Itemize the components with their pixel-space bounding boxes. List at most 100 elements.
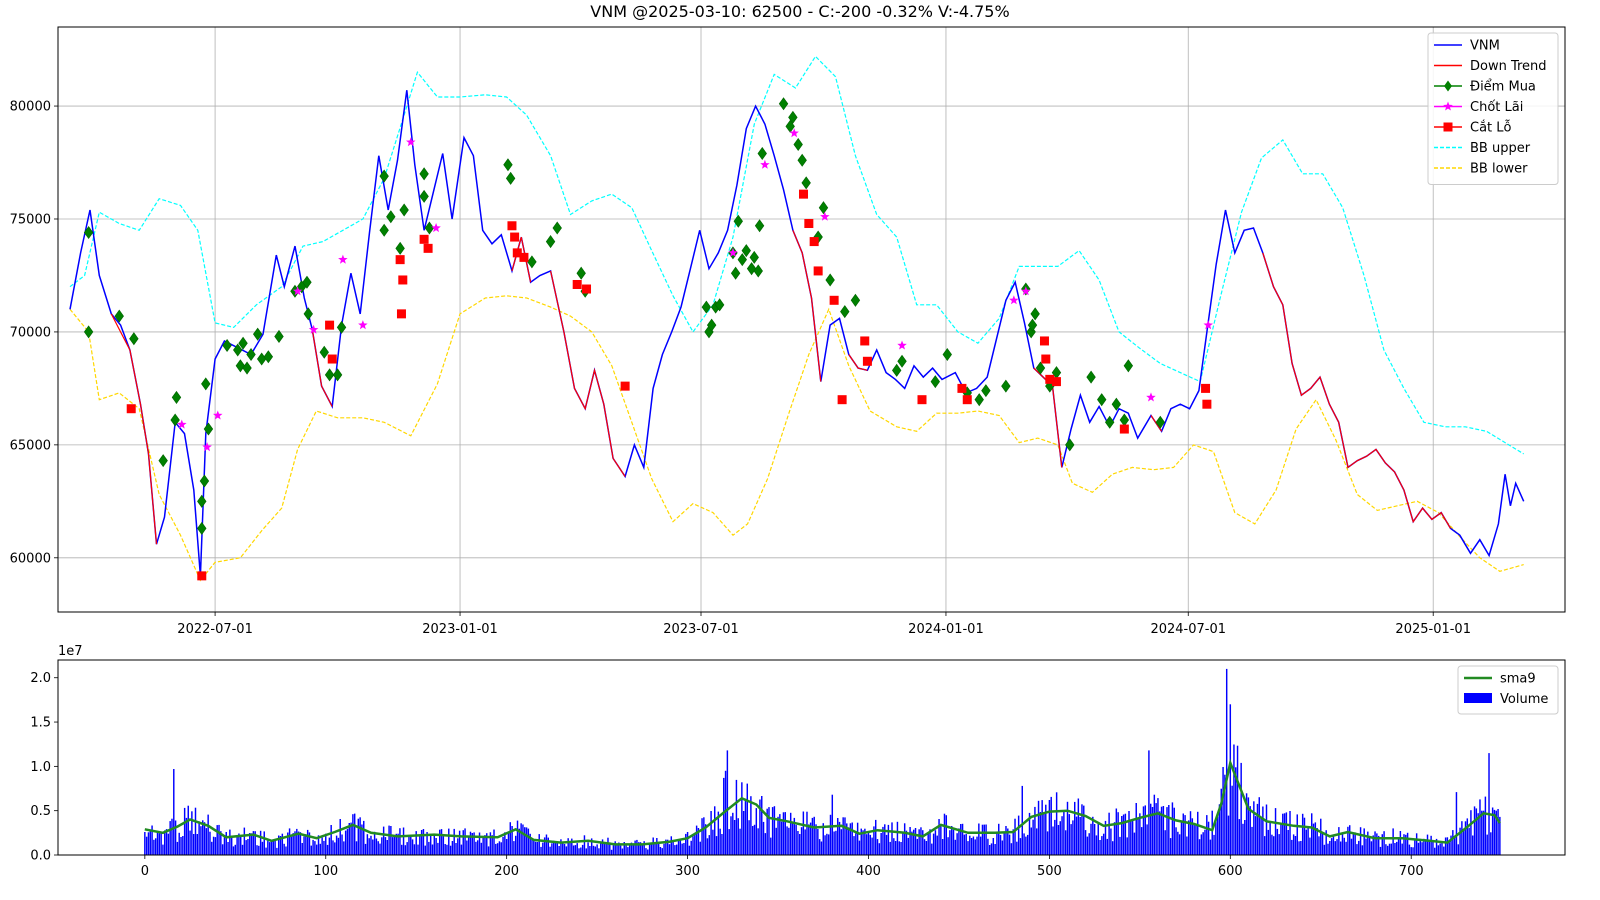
volume-bar	[1166, 807, 1168, 855]
volume-bar	[732, 812, 734, 855]
volume-bar	[920, 827, 922, 855]
volume-bar	[643, 841, 645, 855]
volume-bar	[1336, 839, 1338, 855]
volume-bar	[547, 837, 549, 855]
volume-bar	[1493, 809, 1496, 855]
take-profit-marker	[177, 419, 187, 429]
volume-bar	[1034, 806, 1036, 855]
volume-bar	[301, 843, 303, 855]
volume-bar	[534, 841, 537, 855]
volume-bar	[1276, 828, 1279, 855]
volume-bar	[728, 829, 730, 855]
volume-bar	[721, 834, 723, 855]
volume-bar	[723, 777, 725, 855]
volume-bar	[1131, 820, 1134, 855]
plot-area	[58, 27, 1565, 612]
volume-bar	[1358, 840, 1360, 855]
buy-marker	[818, 201, 829, 215]
volume-bar	[1130, 819, 1132, 855]
volume-bar	[855, 833, 857, 855]
volume-bar	[1025, 836, 1027, 855]
volume-bar	[429, 834, 432, 855]
volume-bar	[757, 828, 759, 855]
volume-bar	[1339, 841, 1342, 855]
volume-bar	[261, 841, 264, 855]
volume-bar	[353, 813, 356, 855]
volume-bar	[495, 843, 497, 855]
volume-bar	[808, 824, 810, 855]
volume-bar	[294, 831, 296, 855]
volume-bar	[536, 842, 539, 855]
volume-bar	[950, 826, 953, 855]
volume-bar	[1435, 838, 1438, 855]
volume-bar	[250, 833, 253, 855]
volume-bar	[1347, 826, 1349, 855]
volume-bar	[1007, 828, 1009, 855]
volume-bar	[1171, 802, 1174, 855]
volume-bar	[956, 833, 958, 855]
volume-x-tick-label: 300	[675, 864, 700, 879]
volume-bar	[1077, 798, 1080, 855]
volume-bar	[800, 827, 803, 855]
volume-bar	[864, 828, 866, 855]
volume-bar	[558, 846, 560, 855]
volume-bar	[207, 814, 209, 855]
stop-loss-marker	[572, 279, 582, 289]
volume-bar	[581, 844, 584, 855]
volume-bar	[164, 830, 166, 855]
buy-marker	[1105, 415, 1115, 429]
volume-bar	[1446, 837, 1449, 855]
volume-bar	[525, 827, 528, 855]
volume-bar	[473, 832, 475, 855]
volume-bar	[326, 844, 329, 855]
volume-bar	[462, 830, 464, 855]
take-profit-marker	[897, 340, 907, 350]
volume-bar	[952, 829, 955, 855]
buy-marker	[263, 350, 274, 364]
volume-bar	[739, 828, 741, 855]
volume-bar	[1256, 803, 1259, 855]
buy-marker	[1065, 438, 1075, 452]
volume-bar	[277, 835, 280, 855]
volume-bar	[670, 836, 673, 855]
volume-bar	[833, 831, 835, 855]
volume-bar	[180, 837, 182, 855]
volume-bar	[1224, 774, 1226, 855]
volume-bar	[1169, 838, 1172, 855]
volume-bar	[862, 830, 864, 855]
volume-bar	[826, 833, 828, 855]
buy-marker	[897, 354, 907, 368]
buy-marker	[253, 327, 263, 341]
down-trend-line	[110, 313, 158, 545]
volume-bar	[934, 830, 937, 855]
volume-bar	[339, 819, 341, 855]
volume-bar	[545, 834, 548, 855]
volume-bar	[1417, 842, 1420, 855]
volume-bar	[1455, 792, 1458, 855]
volume-bar	[967, 841, 969, 855]
volume-bar	[1101, 836, 1103, 855]
volume-bar	[153, 839, 155, 855]
volume-bar	[413, 844, 416, 855]
volume-bar	[527, 828, 530, 855]
volume-bar	[1332, 836, 1335, 855]
volume-bar	[218, 824, 220, 855]
volume-bar	[992, 838, 995, 855]
buy-marker	[778, 97, 789, 111]
volume-bar	[1283, 813, 1286, 855]
volume-y-tick-label: 0.0	[30, 849, 51, 864]
volume-bar	[1092, 816, 1094, 855]
volume-bar	[225, 832, 227, 855]
down-trend-line	[792, 230, 822, 382]
legend-label: Điểm Mua	[1470, 80, 1536, 95]
volume-bar	[647, 849, 649, 855]
volume-bar	[419, 835, 421, 855]
volume-bar	[1269, 822, 1271, 855]
volume-bar	[1262, 806, 1264, 855]
volume-bar	[793, 817, 796, 855]
volume-bar	[145, 836, 148, 855]
volume-bar	[744, 798, 747, 855]
volume-bar	[504, 832, 506, 855]
down-trend-line	[848, 354, 868, 371]
volume-bar	[505, 839, 508, 855]
